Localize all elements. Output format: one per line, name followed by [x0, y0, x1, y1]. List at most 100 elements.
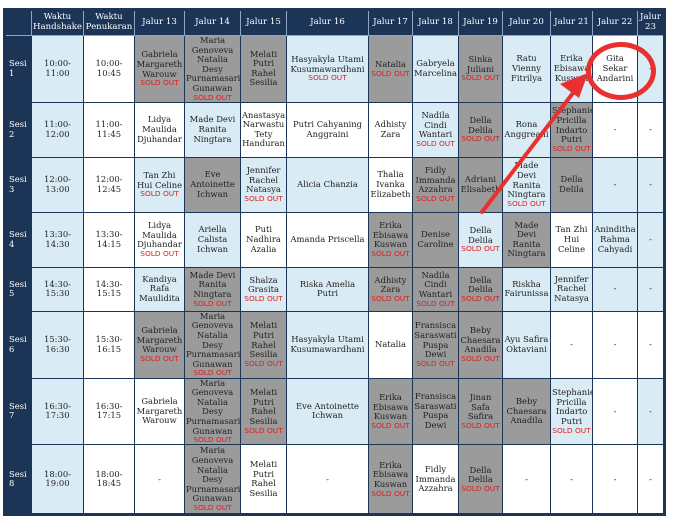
member-name: Fidly Immanda Azzahra [415, 165, 456, 195]
sold-out-badge: SOLD OUT [193, 502, 232, 512]
member-name: Gita Sekar Andarini [596, 53, 634, 83]
sold-out-badge: SOLD OUT [507, 198, 546, 208]
sold-out-badge: SOLD OUT [371, 488, 410, 498]
member-name: Made Devi Ranita Ningtara [507, 219, 546, 259]
member-name: Anastasya Narwastu Tety Handuran [242, 109, 286, 149]
exchange-time: 10:00-10:45 [83, 35, 135, 103]
handshake-time: 15:30-16:30 [31, 310, 84, 379]
member-slot-cell: - [637, 101, 665, 158]
member-name: Jennifer Rachel Natasya [554, 273, 589, 304]
member-name: - [613, 405, 617, 416]
member-slot-cell: - [592, 266, 638, 312]
member-slot-cell: Della Delila SOLD OUT [458, 101, 503, 158]
header-jalur-20: Jalur 20 [502, 9, 551, 36]
member-slot-cell: Erika Ebisawa Kuswan SOLD OUT [368, 377, 413, 446]
member-slot-cell: - [502, 444, 551, 516]
member-slot-cell: Gabriela Margareth Warouw SOLD OUT [134, 310, 185, 379]
session-label: Sesi 4 [4, 211, 32, 268]
member-name: Tan Zhi Hui Celine [136, 170, 183, 190]
sold-out-badge: SOLD OUT [244, 358, 283, 368]
member-name: Gabriela Margareth Warouw [136, 396, 183, 426]
handshake-time: 14:30-15:30 [31, 266, 84, 312]
member-slot-cell: Ayu Safira Oktaviani [502, 310, 551, 379]
sold-out-badge: SOLD OUT [371, 249, 410, 259]
member-name: Fransisca Saraswati Puspa Dewi [414, 391, 457, 430]
member-name: - [649, 178, 652, 189]
member-name: Gabriela Margareth Warouw [136, 49, 183, 79]
member-slot-cell: Jennifer Rachel Natasya [550, 266, 593, 312]
member-slot-cell: Jinan Safa Safira SOLD OUT [458, 377, 503, 446]
handshake-time: 12:00-13:00 [31, 156, 84, 213]
member-slot-cell: Made Devi Ranita Ningtara [184, 101, 241, 158]
sold-out-badge: SOLD OUT [371, 420, 410, 430]
member-name: Adhisty Zara [374, 274, 407, 295]
member-slot-cell: Ariella Calista Ichwan [184, 211, 241, 268]
member-name: Fidly Immanda Azzahra [415, 463, 456, 494]
member-slot-cell: Anastasya Narwastu Tety Handuran [240, 101, 287, 158]
sold-out-badge: SOLD OUT [552, 143, 591, 153]
member-name: Melati Putri Rahel Sesilia [249, 459, 278, 498]
member-slot-cell: Fidly Immanda Azzahra SOLD OUT [412, 156, 459, 213]
member-name: Erika Ebisawa Kuswan [372, 459, 409, 489]
member-slot-cell: Gabriela Margareth Warouw [134, 377, 185, 446]
sold-out-badge: SOLD OUT [552, 425, 591, 435]
member-slot-cell: Ratu Vienny Fitrilya [502, 35, 551, 103]
member-name: - [649, 473, 652, 484]
sold-out-badge: SOLD OUT [461, 134, 500, 144]
member-name: Nadila Cindi Wantari [418, 269, 453, 299]
header-jalur-16: Jalur 16 [286, 9, 369, 36]
schedule-row: Sesi 8 18:00-19:00 18:00-18:45 - Maria Genov… [4, 444, 665, 516]
member-slot-cell: - [134, 444, 185, 516]
member-name: Adhisty Zara [374, 119, 407, 139]
member-slot-cell: Tan Zhi Hui Celine [550, 211, 593, 268]
member-name: Stephanie Pricilla Indarto Putri [552, 387, 593, 426]
member-name: Denise Caroline [417, 229, 454, 249]
sold-out-badge: SOLD OUT [416, 139, 455, 149]
sold-out-badge: SOLD OUT [371, 293, 410, 303]
handshake-time: 13:30-14:30 [31, 211, 84, 268]
member-slot-cell: - [592, 444, 638, 516]
header-penukaran: Waktu Penukaran [83, 9, 135, 36]
sold-out-badge: SOLD OUT [416, 358, 455, 368]
schedule-table: Waktu Handshake Waktu Penukaran Jalur 13… [3, 8, 666, 516]
member-name: - [649, 123, 652, 134]
member-slot-cell: Kandiya Rafa Maulidita [134, 266, 185, 312]
exchange-time: 12:00-12:45 [83, 156, 135, 213]
member-slot-cell: Thalia Ivanka Elizabeth [368, 156, 413, 213]
sold-out-badge: SOLD OUT [416, 298, 455, 308]
member-slot-cell: Erika Ebisawa Kuswan SOLD OUT [368, 444, 413, 516]
member-name: Melati Putri Rahel Sesilia [249, 387, 278, 426]
member-slot-cell: Rona Anggreani [502, 101, 551, 158]
member-slot-cell: Stephanie Pricilla Indarto Putri SOLD OUT [550, 101, 593, 158]
member-name: - [613, 178, 617, 189]
member-slot-cell: Adriani Elisabeth [458, 156, 503, 213]
member-slot-cell: - [637, 35, 665, 103]
member-name: Adriani Elisabeth [460, 174, 501, 194]
member-slot-cell: Maria Genoveva Natalia Desy Purnamasari … [184, 444, 241, 516]
member-name: Jennifer Rachel Natasya [246, 165, 281, 195]
member-slot-cell: Hasyakyla Utami Kusumawardhani [286, 310, 369, 379]
member-slot-cell: Beby Chaesara Anadila [502, 377, 551, 446]
member-name: Lidya Maulida Djuhandar [137, 220, 182, 250]
member-name: Fransisca Saraswati Puspa Dewi [414, 320, 457, 360]
member-name: - [649, 233, 652, 244]
member-slot-cell: Gita Sekar Andarini [592, 35, 638, 103]
member-slot-cell: - [550, 310, 593, 379]
sold-out-badge: SOLD OUT [140, 249, 179, 259]
member-slot-cell: Erika Ebisawa Kuswan SOLD OUT [368, 211, 413, 268]
schedule-row: Sesi 6 15:30-16:30 15:30-16:15 Gabriela Mar… [4, 310, 665, 379]
member-name: - [613, 283, 617, 294]
member-name: - [613, 473, 617, 484]
member-name: Kandiya Rafa Maulidita [139, 273, 180, 304]
member-name: Made Devi Ranita Ningtara [507, 160, 546, 200]
member-name: Gabriela Margareth Warouw [136, 325, 183, 355]
member-slot-cell: - [286, 444, 369, 516]
member-slot-cell: - [637, 444, 665, 516]
member-name: - [649, 338, 652, 349]
member-slot-cell: Fransisca Saraswati Puspa Dewi SOLD OUT [412, 310, 459, 379]
member-slot-cell: Fransisca Saraswati Puspa Dewi [412, 377, 459, 446]
member-slot-cell: - [550, 444, 593, 516]
session-label: Sesi 3 [4, 156, 32, 213]
member-name: Jinan Safa Safira [467, 391, 494, 422]
member-slot-cell: Aninditha Rahma Cahyadi [592, 211, 638, 268]
